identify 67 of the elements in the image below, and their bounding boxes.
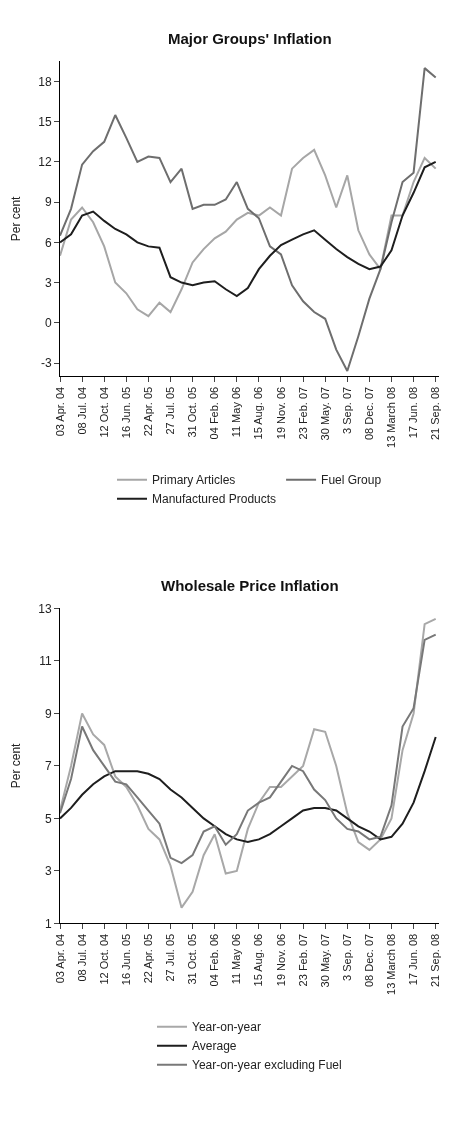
x-tick-label: 12 Oct. 04	[97, 386, 110, 438]
legend-label: Primary Articles	[152, 473, 236, 488]
y-tick-label: 9	[44, 706, 52, 721]
x-tick-label: 03 Apr. 04	[53, 933, 66, 984]
x-tick-label: 17 Jun. 08	[407, 933, 420, 986]
y-tick-label: 3	[44, 864, 52, 879]
x-tick-label: 21 Sep. 08	[429, 933, 442, 988]
y-tick-label: -3	[40, 356, 52, 371]
x-tick-label: 27 Jul. 05	[164, 933, 177, 982]
y-axis-title: Per cent	[8, 742, 23, 789]
x-tick-label: 13 March 08	[385, 933, 398, 995]
line-series	[60, 67, 437, 373]
y-tick-label: 1	[44, 916, 52, 931]
y-tick-label: 3	[44, 275, 52, 290]
x-tick-label: 15 Aug. 06	[252, 386, 265, 440]
x-tick-label: 08 Dec. 07	[362, 386, 375, 440]
y-tick-label: 0	[44, 315, 52, 330]
x-tick-label: 13 March 08	[385, 386, 398, 448]
y-tick-label: 9	[44, 195, 52, 210]
chart-title: Wholesale Price Inflation	[161, 577, 339, 594]
legend-label: Year-on-year excluding Fuel	[192, 1058, 342, 1073]
y-tick-label: 18	[38, 74, 52, 89]
y-tick-label: 15	[38, 114, 52, 129]
x-tick-label: 04 Feb. 06	[208, 933, 221, 987]
x-tick-label: 22 Apr. 05	[141, 386, 154, 437]
y-tick-label: 13	[38, 601, 52, 616]
x-tick-label: 11 May 06	[230, 386, 243, 438]
y-tick-label: 6	[44, 235, 52, 250]
x-tick-label: 3 Sep. 07	[340, 933, 353, 981]
y-tick-label: 11	[39, 654, 52, 669]
x-tick-label: 08 Jul. 04	[75, 933, 88, 982]
y-tick-label: 12	[38, 155, 52, 170]
x-tick-label: 31 Oct. 05	[186, 933, 199, 985]
line-series	[60, 736, 437, 844]
line-series	[60, 148, 437, 318]
x-tick-label: 23 Feb. 07	[296, 386, 309, 440]
x-tick-label: 16 Jun. 05	[119, 933, 132, 986]
x-tick-label: 22 Apr. 05	[141, 933, 154, 984]
x-tick-label: 04 Feb. 06	[208, 386, 221, 440]
x-tick-label: 19 Nov. 06	[274, 386, 287, 440]
x-tick-label: 16 Jun. 05	[119, 386, 132, 439]
x-tick-label: 15 Aug. 06	[252, 933, 265, 987]
x-tick-label: 11 May 06	[230, 933, 243, 985]
x-tick-label: 08 Dec. 07	[362, 933, 375, 987]
x-tick-label: 3 Sep. 07	[340, 386, 353, 434]
line-series	[60, 160, 437, 297]
line-series	[60, 617, 437, 909]
x-tick-label: 30 May. 07	[318, 386, 331, 441]
chart-title: Major Groups' Inflation	[168, 30, 332, 47]
x-tick-label: 08 Jul. 04	[75, 386, 88, 435]
y-tick-label: 5	[44, 811, 52, 826]
x-tick-label: 30 May. 07	[318, 933, 331, 988]
x-tick-label: 27 Jul. 05	[164, 386, 177, 435]
x-tick-label: 12 Oct. 04	[97, 933, 110, 985]
y-tick-label: 7	[44, 759, 52, 774]
legend-label: Manufactured Products	[152, 492, 277, 507]
x-tick-label: 17 Jun. 08	[407, 386, 420, 439]
x-tick-label: 19 Nov. 06	[274, 933, 287, 987]
x-tick-label: 31 Oct. 05	[186, 386, 199, 438]
legend-label: Year-on-year	[192, 1020, 261, 1035]
x-tick-label: 23 Feb. 07	[296, 933, 309, 987]
legend-label: Average	[192, 1039, 237, 1054]
y-axis-title: Per cent	[8, 195, 23, 242]
legend-label: Fuel Group	[321, 473, 382, 488]
x-tick-label: 03 Apr. 04	[53, 386, 66, 437]
x-tick-label: 21 Sep. 08	[429, 386, 442, 441]
line-series	[60, 633, 437, 865]
